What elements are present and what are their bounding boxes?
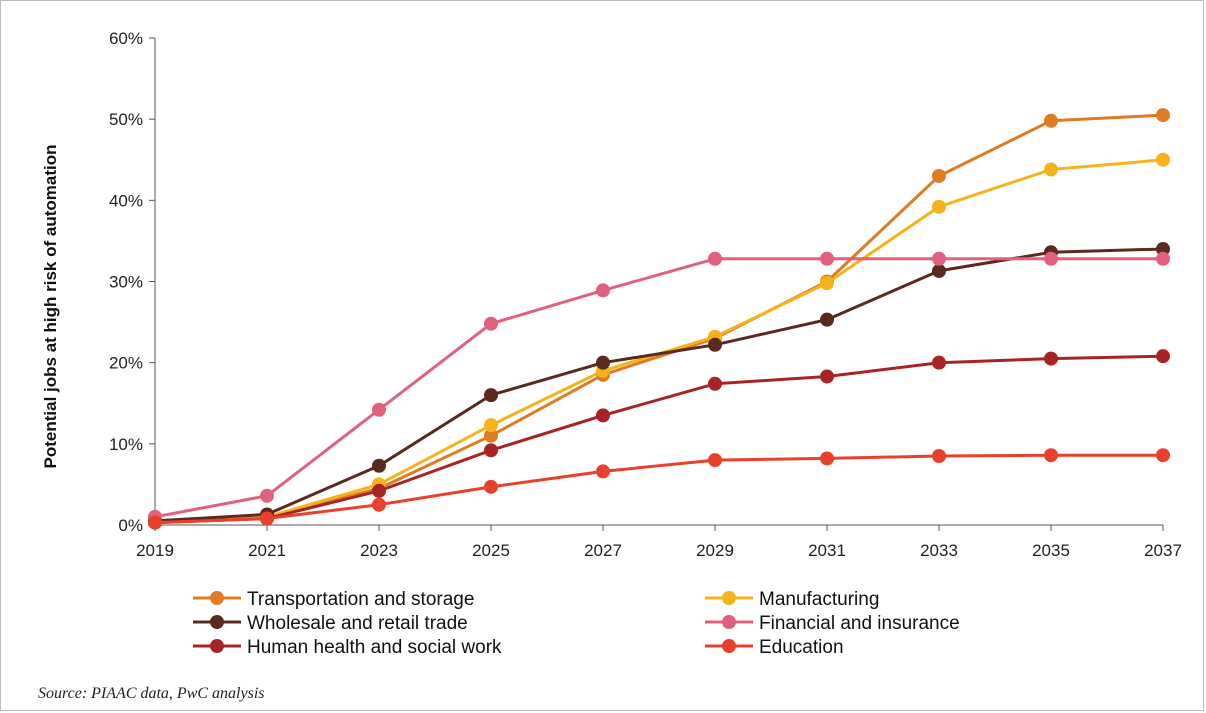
data-point (596, 464, 610, 479)
legend-label: Education (759, 637, 844, 658)
data-point (1156, 242, 1170, 257)
y-tick-label: 60% (109, 29, 143, 48)
data-point (1156, 349, 1170, 364)
series-3 (148, 251, 1170, 524)
data-point (932, 199, 946, 214)
axes: 0% 10% 20% 30% 40% 50% 60% 2019 2021 2023 2025 2027… (41, 29, 1182, 560)
data-point (932, 263, 946, 278)
x-tick-label: 2019 (136, 541, 174, 560)
data-point (820, 451, 834, 466)
data-point (596, 355, 610, 370)
legend-label: Wholesale and retail trade (247, 613, 468, 634)
data-point (932, 168, 946, 183)
data-point (1156, 448, 1170, 463)
legend-marker (722, 639, 736, 653)
x-tick-label: 2023 (360, 541, 398, 560)
legend-item: Education (705, 637, 844, 658)
data-point (484, 443, 498, 458)
data-point (1156, 251, 1170, 266)
data-point (932, 355, 946, 370)
data-point (708, 251, 722, 266)
data-point (484, 316, 498, 331)
x-tick-label: 2033 (920, 541, 958, 560)
data-point (1044, 113, 1058, 128)
legend: Transportation and storage Manufacturing W… (193, 589, 960, 658)
legend-label: Manufacturing (759, 589, 879, 610)
data-point (484, 479, 498, 494)
data-point (260, 511, 274, 526)
data-point (820, 276, 834, 291)
series-1 (148, 152, 1170, 528)
data-point (932, 251, 946, 266)
x-tick-label: 2035 (1032, 541, 1070, 560)
data-point (820, 251, 834, 266)
x-tick-label: 2025 (472, 541, 510, 560)
data-point (484, 428, 498, 443)
data-point (372, 483, 386, 498)
data-point (148, 515, 162, 530)
data-point (708, 376, 722, 391)
data-point (1044, 251, 1058, 266)
y-tick-label: 30% (109, 273, 143, 292)
data-point (372, 497, 386, 512)
x-tick-label: 2037 (1144, 541, 1182, 560)
legend-label: Financial and insurance (759, 613, 960, 634)
data-point (1044, 351, 1058, 366)
source-note: Source: PIAAC data, PwC analysis (38, 685, 265, 702)
y-tick-label: 40% (109, 191, 143, 210)
data-point (708, 453, 722, 468)
data-point (372, 458, 386, 473)
series-line (154, 257, 1163, 519)
legend-item: Wholesale and retail trade (193, 613, 468, 634)
data-point (372, 402, 386, 417)
legend-label: Human health and social work (247, 637, 502, 658)
legend-marker (210, 639, 224, 653)
y-tick-label: 50% (109, 110, 143, 129)
legend-item: Financial and insurance (705, 613, 960, 634)
x-tick-label: 2029 (696, 541, 734, 560)
legend-item: Manufacturing (705, 589, 879, 610)
series-line (154, 453, 1163, 525)
data-point (932, 449, 946, 464)
y-tick-label: 0% (118, 516, 143, 535)
legend-label: Transportation and storage (247, 589, 474, 610)
legend-marker (722, 591, 736, 605)
x-tick-label: 2027 (584, 541, 622, 560)
series-line (154, 113, 1164, 523)
data-point (820, 369, 834, 384)
series-line (154, 247, 1164, 523)
series-4 (148, 349, 1170, 530)
data-point (484, 418, 498, 433)
y-tick-label: 20% (109, 354, 143, 373)
data-point (820, 312, 834, 327)
series-line (154, 354, 1164, 525)
legend-item: Transportation and storage (193, 589, 474, 610)
legend-marker (210, 591, 224, 605)
y-axis-title: Potential jobs at high risk of automatio… (41, 145, 60, 469)
series-2 (148, 242, 1170, 528)
x-tick-label: 2031 (808, 541, 846, 560)
data-point (1156, 108, 1170, 123)
y-tick-label: 10% (109, 435, 143, 454)
series-lines (148, 108, 1170, 530)
x-tick-label: 2021 (248, 541, 286, 560)
legend-marker (210, 615, 224, 629)
series-5 (148, 448, 1170, 530)
data-point (596, 283, 610, 298)
data-point (484, 388, 498, 403)
legend-marker (722, 615, 736, 629)
data-point (1156, 152, 1170, 167)
data-point (708, 337, 722, 352)
data-point (1044, 162, 1058, 177)
data-point (596, 408, 610, 423)
data-point (260, 488, 274, 503)
legend-item: Human health and social work (193, 637, 502, 658)
data-point (1044, 448, 1058, 463)
